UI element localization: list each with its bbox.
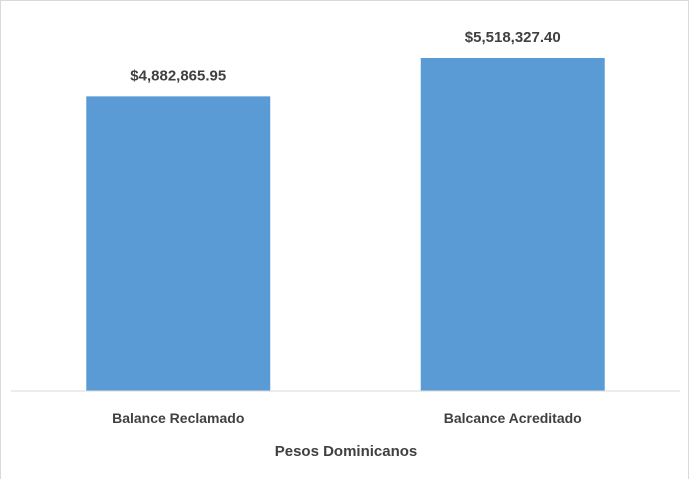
bar-1: [420, 57, 605, 391]
data-labels-group: $4,882,865.95 $5,518,327.40: [130, 29, 560, 84]
data-label-1: $5,518,327.40: [465, 29, 561, 46]
x-tick-label-1: Balcance Acreditado: [444, 410, 582, 426]
data-label-0: $4,882,865.95: [130, 67, 226, 84]
x-axis-title: Pesos Dominicanos: [275, 443, 418, 460]
bar-0: [86, 96, 271, 391]
x-tick-labels-group: Balance Reclamado Balcance Acreditado: [112, 410, 582, 426]
bars-group: [86, 57, 605, 391]
x-tick-label-0: Balance Reclamado: [112, 410, 244, 426]
